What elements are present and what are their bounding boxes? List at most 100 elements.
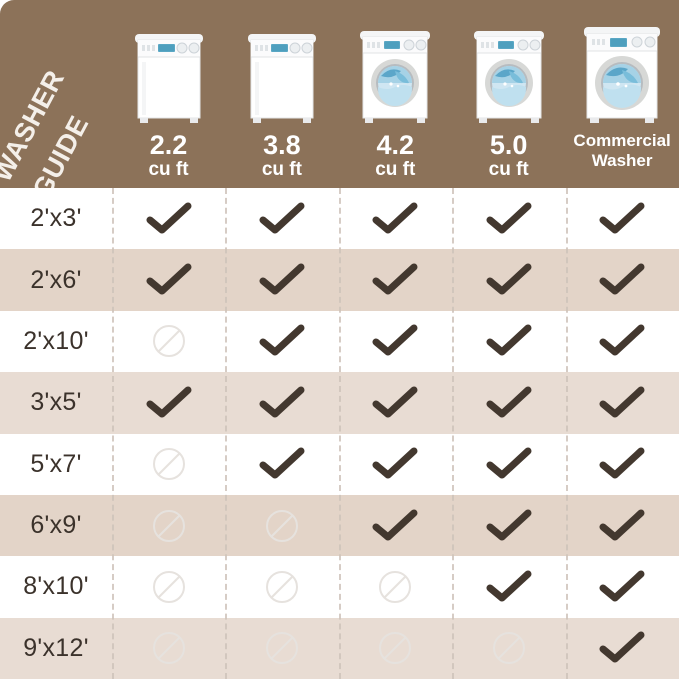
column-label-unit-c22: cu ft xyxy=(148,159,189,181)
washer-icon-wrap-c38 xyxy=(225,22,338,127)
check-icon xyxy=(372,202,418,234)
cell-7-2[interactable] xyxy=(339,618,452,679)
cell-5-3[interactable] xyxy=(452,495,565,556)
check-icon xyxy=(486,324,532,356)
row-label-3: 3'x5' xyxy=(30,388,82,417)
cell-0-2[interactable] xyxy=(339,188,452,249)
column-label-size-c50: 5.0 xyxy=(489,130,528,160)
column-label-unit-ccom: Washer xyxy=(591,151,653,171)
column-separator-0 xyxy=(112,188,114,679)
washer-icon-wrap-c22 xyxy=(112,22,225,127)
cell-3-1[interactable] xyxy=(225,372,338,433)
front-load-washer-icon xyxy=(473,31,544,123)
cell-0-1[interactable] xyxy=(225,188,338,249)
check-icon xyxy=(146,263,192,295)
column-caption-c22: 2.2 cu ft xyxy=(112,131,225,180)
cell-3-4[interactable] xyxy=(566,372,679,433)
cell-3-3[interactable] xyxy=(452,372,565,433)
chart-header: WASHER GUIDE 2.2 cu ft xyxy=(0,0,679,188)
row-label-5: 6'x9' xyxy=(30,511,82,540)
cell-2-1[interactable] xyxy=(225,311,338,372)
row-label-0: 2'x3' xyxy=(30,204,82,233)
column-header-c50[interactable]: 5.0 cu ft xyxy=(452,0,565,188)
cell-2-4[interactable] xyxy=(566,311,679,372)
cell-0-0[interactable] xyxy=(112,188,225,249)
row-label-6: 8'x10' xyxy=(23,572,89,601)
prohibited-icon xyxy=(152,509,185,542)
cell-2-3[interactable] xyxy=(452,311,565,372)
cell-5-2[interactable] xyxy=(339,495,452,556)
check-icon xyxy=(146,202,192,234)
check-icon xyxy=(146,386,192,418)
column-separator-1 xyxy=(225,188,228,679)
cell-3-0[interactable] xyxy=(112,372,225,433)
washer-icon-wrap-c42 xyxy=(339,22,452,127)
column-header-c38[interactable]: 3.8 cu ft xyxy=(225,0,338,188)
cell-3-2[interactable] xyxy=(339,372,452,433)
commercial-washer-icon xyxy=(584,27,661,123)
comparison-table-body: 2'x3' 2'x6' 2'x10' 3'x5' 5'x7' xyxy=(0,188,679,679)
cell-6-2[interactable] xyxy=(339,556,452,617)
cell-5-1[interactable] xyxy=(225,495,338,556)
cell-1-3[interactable] xyxy=(452,249,565,310)
check-icon xyxy=(599,324,645,356)
cell-1-4[interactable] xyxy=(566,249,679,310)
cell-5-0[interactable] xyxy=(112,495,225,556)
cell-7-1[interactable] xyxy=(225,618,338,679)
check-icon xyxy=(599,509,645,541)
check-icon xyxy=(259,386,305,418)
cell-2-0[interactable] xyxy=(112,311,225,372)
check-icon xyxy=(599,386,645,418)
check-icon xyxy=(259,202,305,234)
column-header-ccom[interactable]: Commercial Washer xyxy=(566,0,679,188)
prohibited-icon xyxy=(266,570,299,603)
cell-6-4[interactable] xyxy=(566,556,679,617)
cell-4-1[interactable] xyxy=(225,434,338,495)
cell-0-3[interactable] xyxy=(452,188,565,249)
check-icon xyxy=(486,570,532,602)
cell-4-3[interactable] xyxy=(452,434,565,495)
row-label-4: 5'x7' xyxy=(30,449,82,478)
check-icon xyxy=(599,570,645,602)
check-icon xyxy=(599,447,645,479)
column-header-c22[interactable]: 2.2 cu ft xyxy=(112,0,225,188)
check-icon xyxy=(259,447,305,479)
column-caption-c50: 5.0 cu ft xyxy=(452,131,565,180)
cell-4-4[interactable] xyxy=(566,434,679,495)
column-caption-c42: 4.2 cu ft xyxy=(339,131,452,180)
cell-1-2[interactable] xyxy=(339,249,452,310)
cell-6-1[interactable] xyxy=(225,556,338,617)
column-label-size-c42: 4.2 xyxy=(376,130,415,160)
cell-1-0[interactable] xyxy=(112,249,225,310)
check-icon xyxy=(372,509,418,541)
check-icon xyxy=(486,202,532,234)
front-load-washer-icon xyxy=(360,31,431,123)
cell-5-4[interactable] xyxy=(566,495,679,556)
check-icon xyxy=(486,509,532,541)
cell-7-4[interactable] xyxy=(566,618,679,679)
check-icon xyxy=(486,386,532,418)
cell-7-0[interactable] xyxy=(112,618,225,679)
check-icon xyxy=(372,447,418,479)
prohibited-icon xyxy=(152,570,185,603)
cell-4-2[interactable] xyxy=(339,434,452,495)
prohibited-icon xyxy=(266,509,299,542)
check-icon xyxy=(372,386,418,418)
cell-0-4[interactable] xyxy=(566,188,679,249)
cell-6-3[interactable] xyxy=(452,556,565,617)
check-icon xyxy=(259,324,305,356)
row-label-7: 9'x12' xyxy=(23,633,89,662)
cell-2-2[interactable] xyxy=(339,311,452,372)
column-label-size-c38: 3.8 xyxy=(263,130,301,160)
cell-1-1[interactable] xyxy=(225,249,338,310)
prohibited-icon xyxy=(152,632,185,665)
cell-4-0[interactable] xyxy=(112,434,225,495)
row-label-1: 2'x6' xyxy=(30,265,82,294)
cell-7-3[interactable] xyxy=(452,618,565,679)
cell-6-0[interactable] xyxy=(112,556,225,617)
column-header-c42[interactable]: 4.2 cu ft xyxy=(339,0,452,188)
check-icon xyxy=(599,631,645,663)
check-icon xyxy=(486,263,532,295)
column-separator-4 xyxy=(565,188,568,679)
check-icon xyxy=(599,263,645,295)
